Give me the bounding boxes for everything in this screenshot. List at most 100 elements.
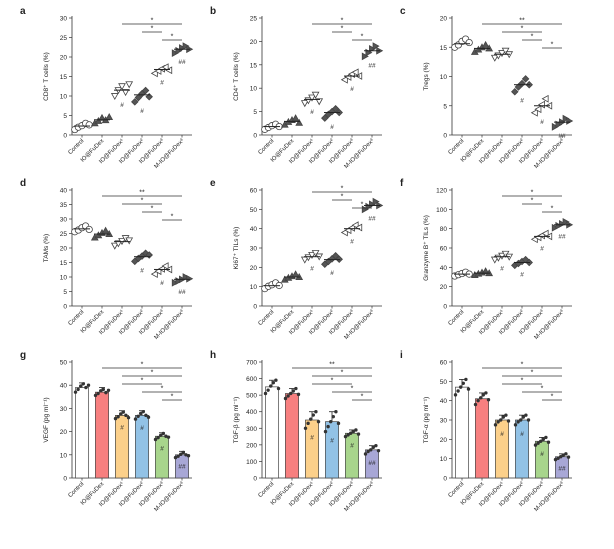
data-point [486,398,491,402]
y-tick-label: 20 [440,16,448,23]
data-point [551,122,559,131]
y-tick-label: 0 [253,133,257,140]
data-point [459,385,463,389]
significance-hash: ## [178,59,186,66]
data-point [356,432,361,436]
data-point [171,278,179,287]
x-tick-label: Control [447,481,465,499]
significance-hash: # [140,267,144,274]
data-point [118,83,126,91]
data-point [351,68,359,77]
data-point [561,453,565,457]
significance-hash: ## [368,62,376,69]
data-point [354,428,358,432]
data-point [296,392,301,397]
data-point [184,453,188,457]
y-tick-label: 50 [440,379,448,386]
significance-hash: ## [368,215,376,222]
data-point [98,113,106,121]
significance-hash: # [500,431,504,438]
y-tick-label: 40 [250,226,258,233]
significance-label: ** [519,18,525,25]
y-tick-label: 0 [443,133,447,140]
data-point [521,75,530,83]
data-point [541,229,549,238]
data-point [555,221,563,230]
data-point [153,437,158,442]
data-point [150,270,158,278]
data-point [329,419,333,424]
significance-label: * [551,206,554,213]
data-point [499,418,503,422]
y-tick-label: 10 [250,284,258,291]
significance-hash: # [310,434,314,441]
y-tick-label: 5 [253,109,257,116]
significance-hash: # [330,438,334,445]
data-point [164,434,168,438]
data-point [116,415,120,419]
data-point [315,98,324,106]
significance-label: * [341,186,344,193]
y-tick-label: 10 [440,74,448,81]
significance-hash: # [120,425,124,432]
y-tick-label: 20 [250,265,258,272]
data-point [536,441,540,445]
significance-hash: # [350,443,354,450]
significance-hash: # [160,79,164,86]
data-point [559,219,567,228]
bar [325,421,339,479]
data-point [306,421,310,426]
panel-letter: i [400,350,403,361]
data-point [476,398,480,403]
significance-hash: # [350,86,354,93]
data-point [498,50,506,58]
y-tick-label: 100 [246,459,257,466]
y-axis-label: Tregs (%) [423,62,430,90]
y-tick-label: 20 [60,55,68,62]
data-point [156,435,160,440]
data-point [349,431,353,435]
significance-label: * [141,362,144,369]
bar [265,386,279,479]
data-point [361,52,369,61]
data-point [533,443,538,447]
significance-label: * [171,394,174,401]
data-point [182,42,190,50]
y-tick-label: 30 [250,246,258,253]
significance-hash: # [540,245,544,252]
data-point [186,454,191,458]
x-tick-label: Control [257,309,275,327]
significance-label: * [171,214,174,221]
significance-label: * [531,34,534,41]
y-tick-label: 15 [250,62,258,69]
panel-letter: f [400,178,404,189]
data-point [346,433,350,437]
significance-label: ** [329,362,335,369]
data-point [308,251,316,259]
data-point [179,452,183,457]
data-point [546,440,551,444]
data-point [295,118,304,126]
data-point [110,242,119,250]
data-point [369,448,373,452]
data-point [263,391,268,396]
data-point [562,218,570,226]
significance-label: * [151,370,154,377]
significance-label: * [151,18,154,25]
significance-label: * [151,206,154,213]
bar [495,419,509,479]
significance-hash: ## [558,466,566,473]
y-axis-label: CD4⁺ T cells (%) [233,52,240,101]
x-tick-label: Control [257,138,275,156]
y-tick-label: 30 [60,217,68,224]
y-tick-label: 10 [60,94,68,101]
data-point [456,389,460,393]
panel-letter: c [400,6,406,17]
data-point [323,429,328,434]
data-point [326,424,330,429]
data-point [161,63,169,72]
bar [515,419,529,479]
data-point [331,251,340,260]
